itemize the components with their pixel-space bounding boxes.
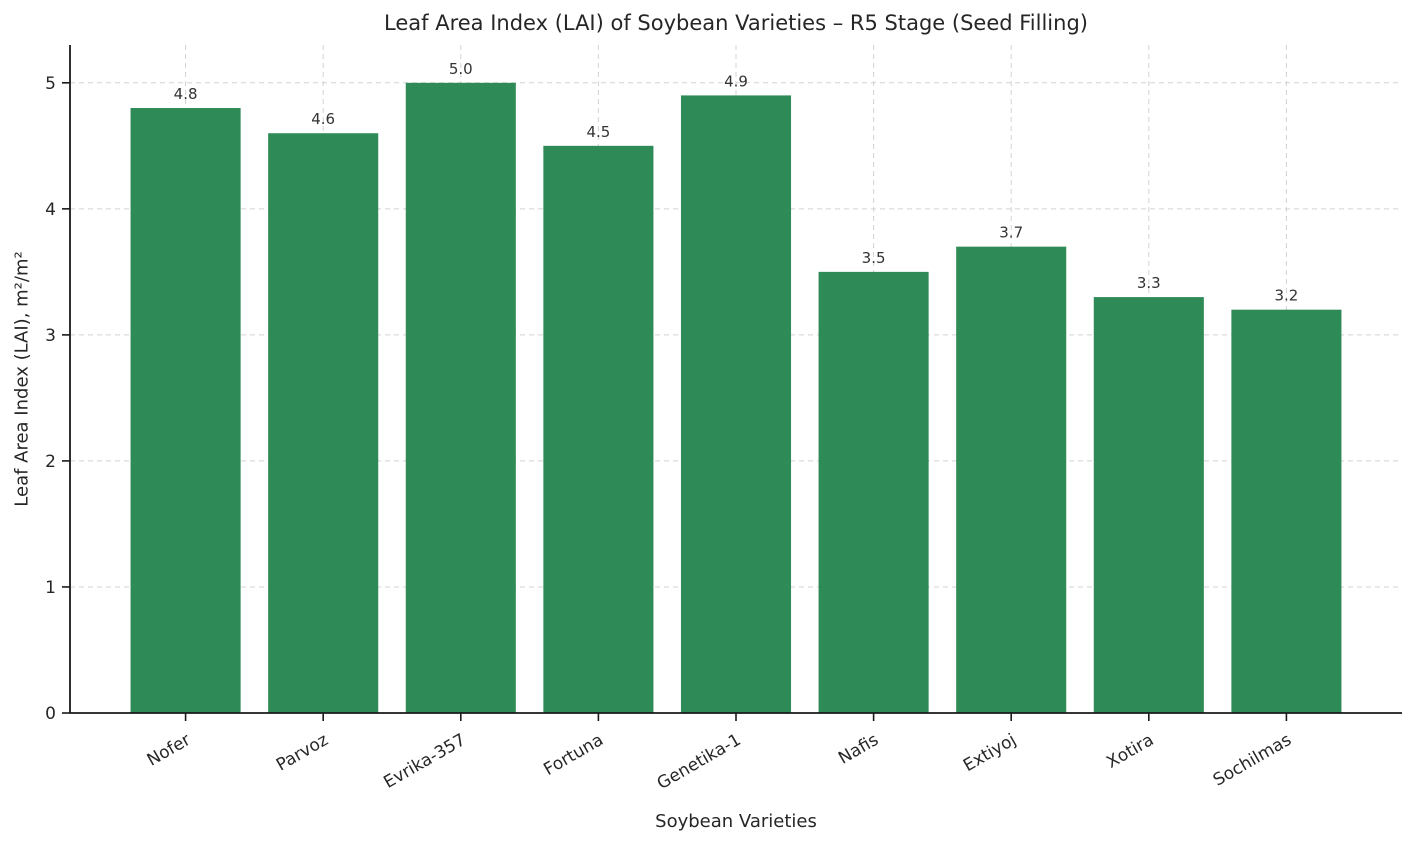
y-tick-label: 0 <box>45 704 56 724</box>
bar-value-label: 4.6 <box>311 110 335 128</box>
y-tick-label: 1 <box>45 578 56 598</box>
y-tick-label: 3 <box>45 326 56 346</box>
bar <box>1093 297 1204 713</box>
x-tick-label: Xotira <box>1103 730 1157 773</box>
bar-value-label: 4.9 <box>724 72 748 90</box>
x-tick-label: Genetika-1 <box>654 730 745 794</box>
x-tick-label: Parvoz <box>273 730 332 775</box>
x-tick-label: Nofer <box>144 730 194 771</box>
y-tick-label: 4 <box>45 200 56 220</box>
x-axis-label: Soybean Varieties <box>655 811 817 832</box>
bar-value-label: 4.8 <box>174 85 198 103</box>
bar-value-label: 3.3 <box>1137 274 1161 292</box>
bar-value-label: 3.5 <box>862 249 886 267</box>
bar <box>543 145 654 713</box>
chart-title: Leaf Area Index (LAI) of Soybean Varieti… <box>384 11 1088 35</box>
x-tick-label: Extiyoj <box>960 730 1020 776</box>
bar <box>405 82 516 713</box>
bar <box>268 133 379 713</box>
bar <box>956 246 1067 713</box>
bar <box>130 108 241 714</box>
bar <box>1231 309 1342 713</box>
y-tick-label: 5 <box>45 74 56 94</box>
bar <box>680 95 792 713</box>
bar-value-label: 3.7 <box>999 224 1023 242</box>
bar-value-label: 5.0 <box>449 60 473 78</box>
y-tick-label: 2 <box>45 452 56 472</box>
x-tick-label: Sochilmas <box>1210 730 1295 791</box>
x-tick-label: Fortuna <box>540 730 606 780</box>
bar <box>818 271 929 713</box>
bar-value-label: 3.2 <box>1274 287 1298 305</box>
y-axis-label: Leaf Area Index (LAI), m²/m² <box>11 251 33 507</box>
bar-value-label: 4.5 <box>586 123 610 141</box>
x-tick-label: Evrika-357 <box>380 730 469 793</box>
x-tick-label: Nafis <box>835 730 882 769</box>
